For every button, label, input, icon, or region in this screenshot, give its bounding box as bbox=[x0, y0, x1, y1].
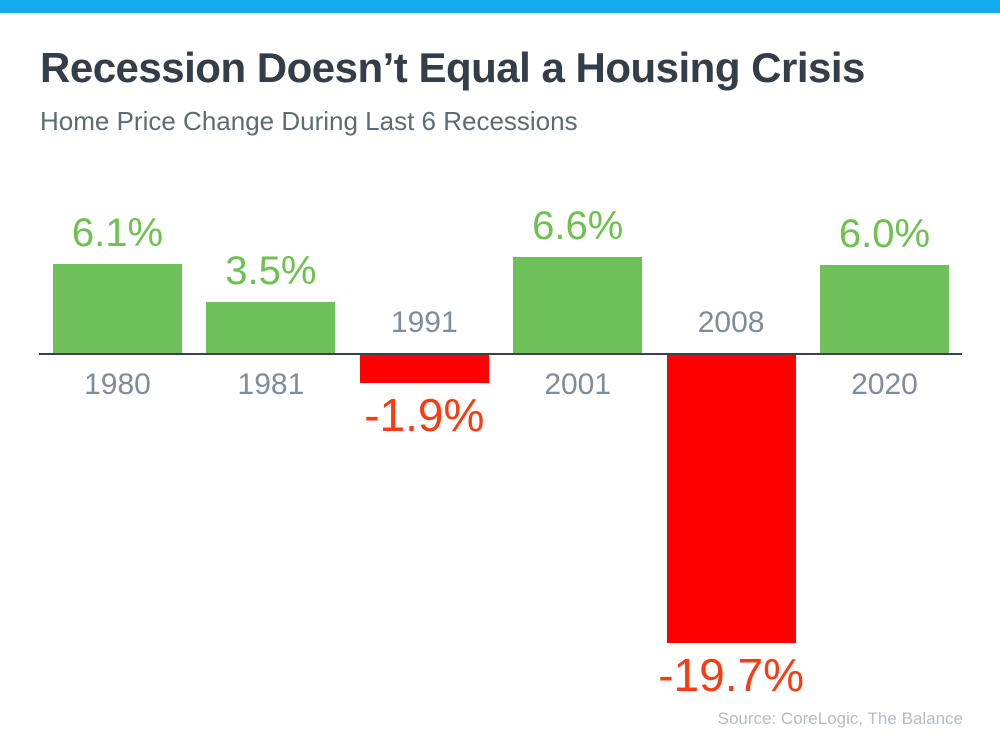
year-label-1981: 1981 bbox=[237, 368, 305, 401]
year-label-2020: 2020 bbox=[851, 368, 918, 401]
value-label-1980: 6.1% bbox=[71, 211, 164, 255]
bar-2001 bbox=[513, 257, 643, 353]
year-label-1980: 1980 bbox=[84, 368, 151, 401]
top-accent-bar bbox=[0, 0, 1000, 13]
page-subtitle: Home Price Change During Last 6 Recessio… bbox=[40, 106, 578, 136]
bar-2008 bbox=[666, 355, 796, 643]
value-label-2020: 6.0% bbox=[838, 212, 931, 256]
year-label-2008: 2008 bbox=[697, 306, 765, 339]
bar-1980 bbox=[53, 264, 182, 353]
value-label-1991: -1.9% bbox=[364, 389, 485, 441]
bar-1981 bbox=[206, 302, 336, 353]
bar-2020 bbox=[820, 265, 949, 353]
x-axis-line bbox=[39, 353, 962, 355]
year-label-2001: 2001 bbox=[544, 368, 612, 401]
value-label-2001: 6.6% bbox=[532, 204, 624, 248]
source-note: Source: CoreLogic, The Balance bbox=[717, 709, 963, 728]
bar-1991 bbox=[359, 355, 489, 383]
year-label-1991: 1991 bbox=[390, 306, 458, 339]
value-label-2008: -19.7% bbox=[658, 649, 804, 701]
page-title: Recession Doesn’t Equal a Housing Crisis bbox=[40, 44, 865, 91]
value-label-1981: 3.5% bbox=[225, 249, 317, 293]
